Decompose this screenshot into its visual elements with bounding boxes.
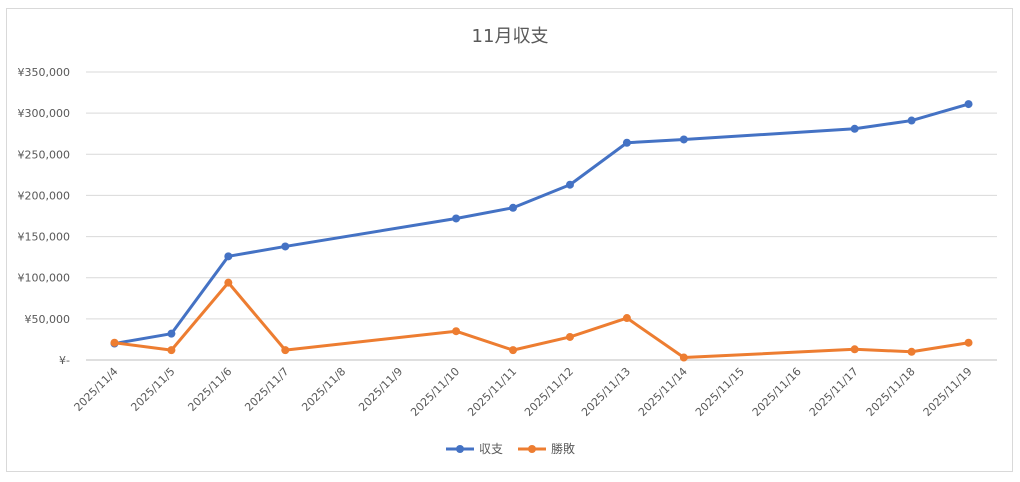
- legend: 収支 勝敗: [446, 441, 575, 456]
- legend-marker-1: [456, 445, 464, 453]
- data-point: [964, 338, 973, 347]
- data-point: [509, 346, 518, 355]
- x-tick-label: 2025/11/17: [807, 365, 861, 419]
- data-point: [622, 314, 631, 323]
- legend-label-2: 勝敗: [551, 441, 575, 456]
- x-tick-label: 2025/11/19: [921, 365, 975, 419]
- y-tick-label: ¥300,000: [18, 107, 71, 120]
- data-point: [907, 347, 916, 356]
- data-point: [452, 214, 461, 223]
- x-tick-label: 2025/11/5: [128, 365, 177, 414]
- series-line-2: [112, 281, 971, 360]
- data-point: [452, 327, 461, 336]
- data-point: [224, 252, 233, 261]
- data-point: [850, 124, 859, 133]
- data-point: [281, 242, 290, 251]
- y-tick-label: ¥350,000: [18, 66, 71, 79]
- y-tick-label: ¥100,000: [18, 272, 71, 285]
- data-point: [167, 346, 176, 355]
- x-tick-label: 2025/11/13: [579, 365, 633, 419]
- chart-title: 11月収支: [472, 26, 549, 47]
- legend-marker-2: [528, 445, 536, 453]
- data-point: [565, 332, 574, 341]
- y-tick-label: ¥150,000: [18, 231, 71, 244]
- series-group: [110, 100, 973, 362]
- series-line-1: [112, 102, 971, 346]
- x-tick-label: 2025/11/14: [636, 365, 690, 419]
- y-tick-label: ¥-: [59, 354, 70, 367]
- data-point: [679, 135, 688, 144]
- x-tick-label: 2025/11/12: [522, 365, 576, 419]
- x-tick-label: 2025/11/15: [693, 365, 747, 419]
- y-axis-tick-labels: ¥- ¥50,000 ¥100,000 ¥150,000 ¥200,000 ¥250,00…: [18, 66, 71, 367]
- x-tick-label: 2025/11/16: [750, 365, 804, 419]
- gridlines: [86, 71, 997, 361]
- chart-frame: [6, 8, 1013, 472]
- x-tick-label: 2025/11/9: [356, 365, 405, 414]
- data-point: [907, 116, 916, 125]
- x-tick-label: 2025/11/8: [299, 365, 348, 414]
- data-point: [622, 138, 631, 147]
- x-tick-label: 2025/11/18: [864, 365, 918, 419]
- data-point: [110, 338, 119, 347]
- data-point: [281, 346, 290, 355]
- x-tick-label: 2025/11/6: [185, 365, 234, 414]
- data-point: [964, 100, 973, 109]
- data-point: [850, 345, 859, 354]
- legend-label-1: 収支: [479, 442, 503, 456]
- data-point: [679, 353, 688, 362]
- x-tick-label: 2025/11/11: [465, 365, 519, 419]
- x-tick-label: 2025/11/4: [72, 365, 121, 414]
- y-tick-label: ¥50,000: [25, 313, 71, 326]
- data-point: [224, 278, 233, 287]
- y-tick-label: ¥200,000: [18, 189, 71, 202]
- x-tick-label: 2025/11/7: [242, 365, 291, 414]
- x-tick-label: 2025/11/10: [408, 365, 462, 419]
- data-point: [565, 180, 574, 189]
- y-tick-label: ¥250,000: [18, 148, 71, 161]
- data-point: [509, 203, 518, 212]
- x-axis-tick-labels: 2025/11/4 2025/11/5 2025/11/6 2025/11/7 2025…: [72, 365, 975, 419]
- data-point: [167, 329, 176, 338]
